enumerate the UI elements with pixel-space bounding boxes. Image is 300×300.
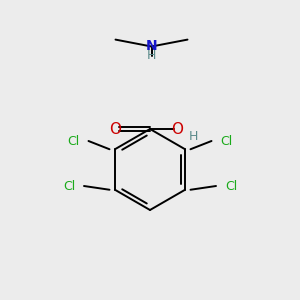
Text: O: O (110, 122, 122, 136)
Text: Cl: Cl (225, 180, 237, 193)
Text: O: O (171, 122, 183, 136)
Text: Cl: Cl (67, 135, 80, 148)
Text: H: H (189, 130, 198, 143)
Text: Cl: Cl (220, 135, 233, 148)
Text: N: N (146, 40, 157, 53)
Text: H: H (147, 49, 156, 62)
Text: Cl: Cl (63, 180, 75, 193)
